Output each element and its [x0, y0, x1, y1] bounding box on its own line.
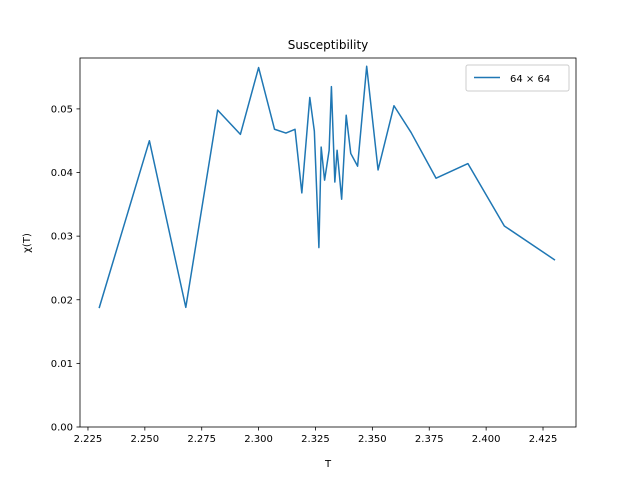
y-tick-label: 0.00 — [51, 423, 73, 434]
legend-box — [465, 64, 570, 92]
y-tick-label: 0.05 — [51, 104, 73, 115]
chart-title: Susceptibility — [288, 38, 369, 52]
axes-frame — [79, 57, 577, 428]
y-tick-label: 0.02 — [51, 295, 73, 306]
x-tick-label: 2.375 — [415, 434, 444, 445]
x-tick-label: 2.400 — [472, 434, 501, 445]
series-line-0 — [98, 65, 556, 309]
x-tick-label: 2.325 — [301, 434, 330, 445]
x-tick-label: 2.300 — [244, 434, 273, 445]
x-tick-label: 2.425 — [529, 434, 558, 445]
x-tick-label: 2.225 — [74, 434, 103, 445]
y-tick-label: 0.04 — [51, 168, 73, 179]
legend-label: 64 × 64 — [510, 74, 550, 85]
x-axis-label: T — [324, 459, 332, 470]
x-tick-label: 2.350 — [358, 434, 387, 445]
y-tick-label: 0.01 — [51, 359, 73, 370]
x-tick-label: 2.250 — [131, 434, 160, 445]
y-axis-label: χ(T) — [22, 233, 33, 253]
plot-area: 2.225 2.250 2.275 2.300 2.325 2.350 2.375 2.400… — [51, 57, 577, 445]
y-tick-label: 0.03 — [51, 232, 73, 243]
x-tick-label: 2.275 — [187, 434, 216, 445]
legend: 64 × 64 — [465, 64, 570, 92]
